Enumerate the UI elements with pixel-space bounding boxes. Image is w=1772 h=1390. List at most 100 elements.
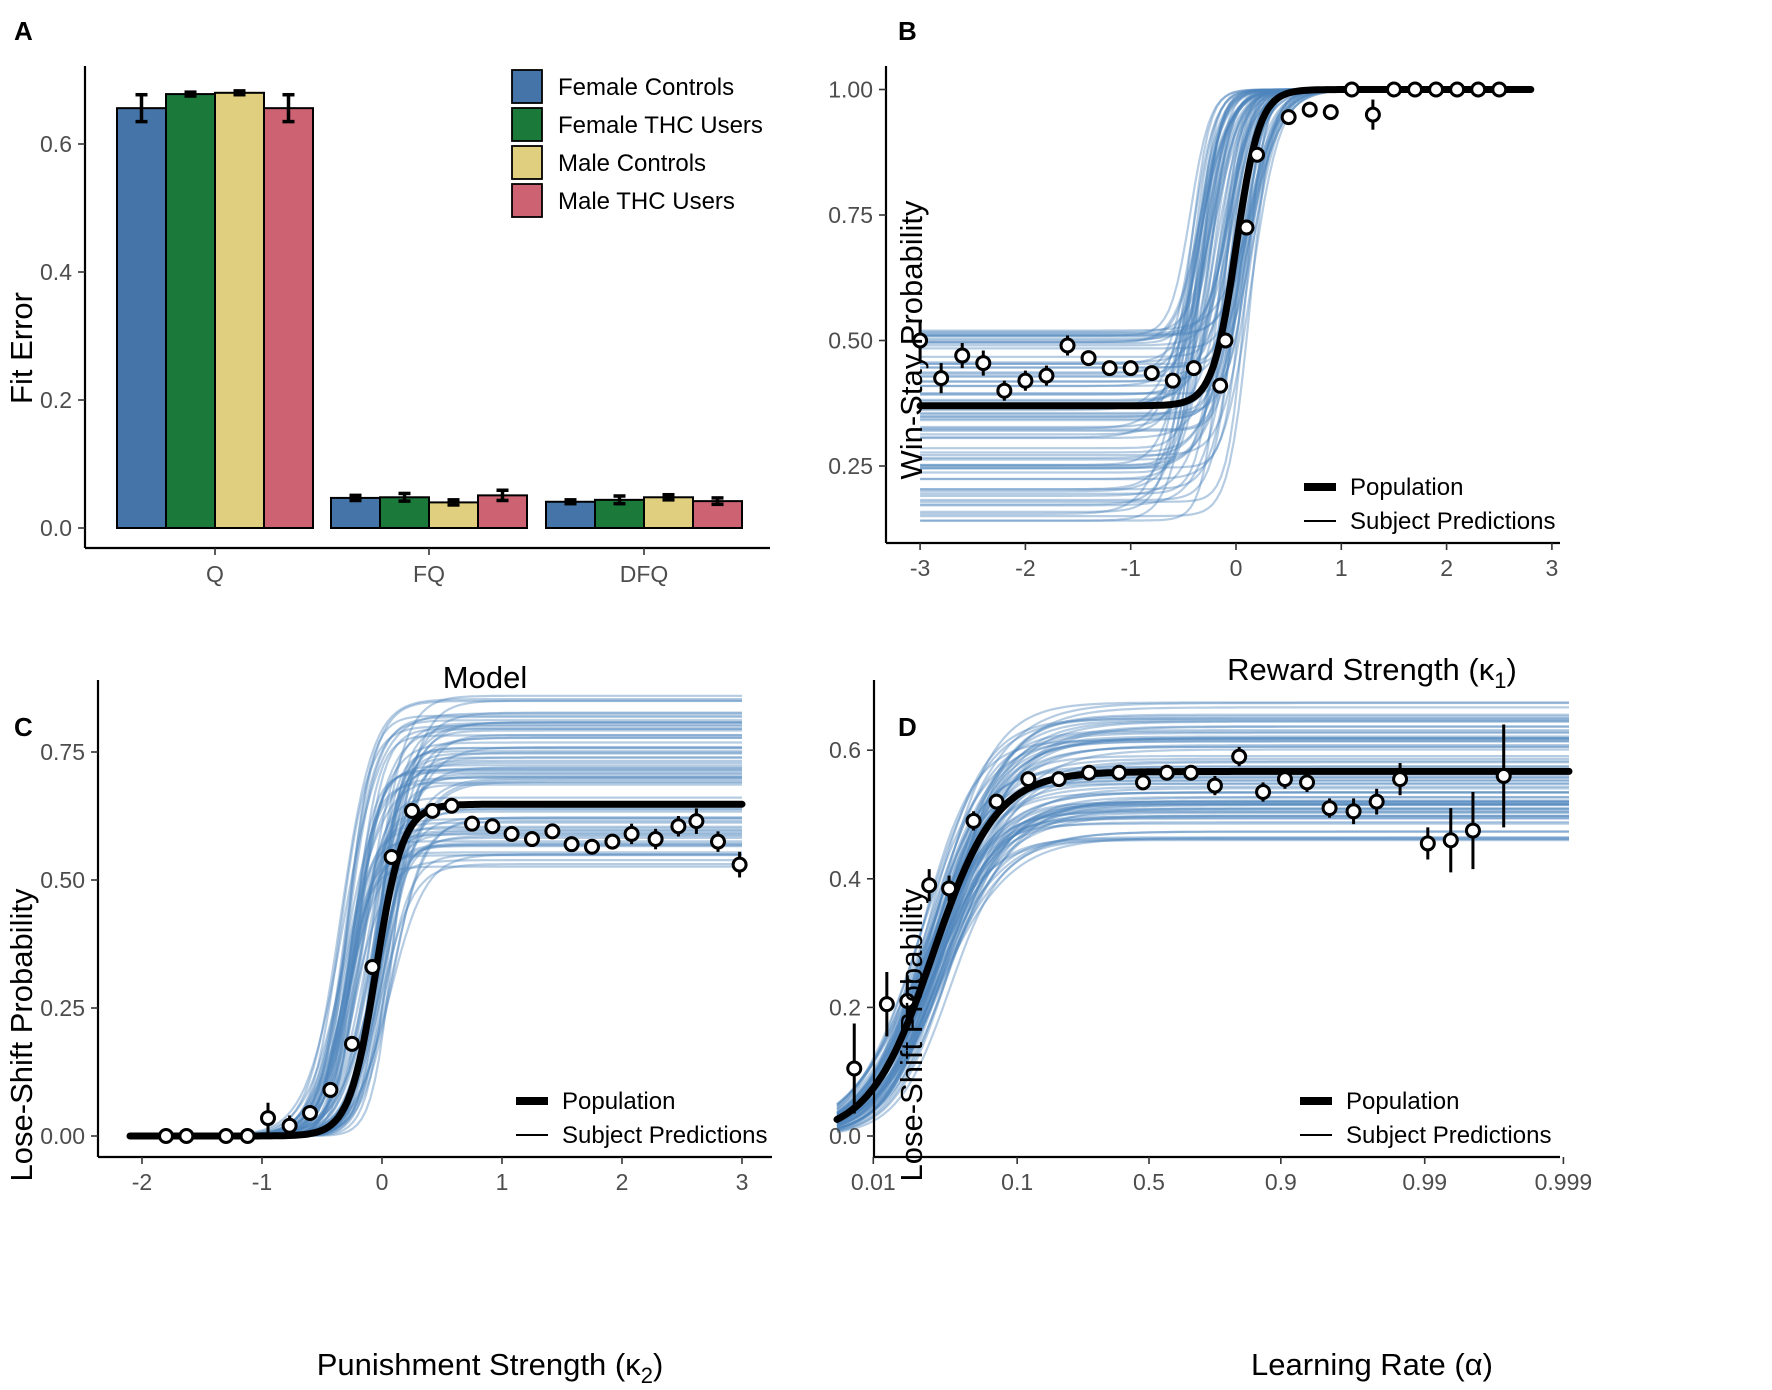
bar [263, 107, 314, 529]
legend: Population Subject Predictions [1300, 1088, 1551, 1149]
x-tick-label: 0.99 [1402, 1169, 1447, 1195]
subject-curve [836, 782, 1569, 1127]
x-axis-label: Reward Strength (κ1) [1227, 652, 1517, 693]
y-tick-label: 0.6 [829, 737, 861, 763]
subject-curve [836, 765, 1569, 1123]
panel-a: 0.00.20.40.6Q FQ DFQ Female ControlsFemale… [4, 66, 770, 695]
subject-curve [836, 779, 1569, 1123]
data-point [281, 1117, 298, 1134]
legend-label: Female Controls [558, 74, 734, 101]
subject-curve [836, 717, 1569, 1110]
data-point [1217, 332, 1234, 349]
data-point [544, 823, 561, 840]
subject-curve [836, 802, 1569, 1130]
x-tick-label: 1 [1335, 555, 1348, 581]
x-axis-label: Punishment Strength (κ2) [317, 1347, 664, 1388]
panel-label-b: B [898, 16, 917, 46]
data-point [1495, 767, 1512, 784]
subject-curve [130, 807, 742, 1138]
bar [643, 496, 694, 529]
data-point [1182, 764, 1199, 781]
subject-curve [836, 748, 1569, 1118]
x-tick-label: 0 [1230, 555, 1243, 581]
data-point [1491, 81, 1508, 98]
data-point [1470, 81, 1487, 98]
y-tick-label: 0.75 [828, 202, 873, 228]
data-point [988, 793, 1005, 810]
subject-curve [836, 816, 1569, 1124]
legend-label-population: Population [1350, 474, 1463, 501]
y-tick-label: 0.75 [40, 739, 85, 765]
data-point [1276, 771, 1293, 788]
data-point [1158, 764, 1175, 781]
data-point [424, 802, 441, 819]
x-axis-label-end: ) [653, 1347, 663, 1382]
subject-curve [836, 822, 1569, 1128]
data-point [1301, 101, 1318, 118]
data-point [1231, 748, 1248, 765]
bar [214, 91, 265, 530]
bar [165, 93, 216, 530]
data-point [933, 370, 950, 387]
x-tick-label: FQ [413, 561, 445, 587]
legend-label-subject: Subject Predictions [562, 1122, 767, 1149]
y-tick-label: 0.2 [40, 387, 72, 413]
data-point [178, 1128, 195, 1144]
legend: Population Subject Predictions [1304, 474, 1555, 535]
data-point [1428, 81, 1445, 98]
subject-curve [130, 727, 742, 1138]
subject-curve [836, 706, 1569, 1117]
data-point [688, 813, 705, 830]
subject-curve [836, 720, 1569, 1114]
subject-curve [836, 735, 1569, 1115]
legend: Female Controls Female THC Users Male Cont… [511, 69, 763, 218]
x-tick-label: -3 [910, 555, 930, 581]
subject-curve [836, 774, 1569, 1131]
subject-curve [836, 731, 1569, 1114]
panel-label-a: A [14, 16, 33, 46]
data-point [1212, 377, 1229, 394]
y-axis-label: Lose-Shift Probability [4, 888, 39, 1181]
data-point [996, 382, 1013, 399]
data-point [1185, 360, 1202, 377]
data-point [1449, 81, 1466, 98]
ticks: 0.0 0.2 0.4 0.6 Q FQ DFQ [40, 131, 668, 587]
y-axis-label: Fit Error [4, 292, 39, 404]
subject-curve [836, 830, 1569, 1120]
data-point [604, 833, 621, 850]
subject-curve [836, 795, 1569, 1130]
data-point [158, 1128, 174, 1144]
x-tick-label: 0.01 [851, 1169, 896, 1195]
legend-label: Female THC Users [558, 112, 763, 139]
subject-curve [836, 807, 1569, 1121]
y-tick-label: 0.25 [40, 995, 85, 1021]
legend-label-population: Population [1346, 1088, 1459, 1115]
x-tick-label: -2 [132, 1169, 152, 1195]
bar [330, 496, 381, 530]
subject-prediction-curves [130, 694, 742, 1138]
legend-label: Male Controls [558, 150, 706, 177]
subject-curve [836, 814, 1569, 1127]
subject-curve [836, 745, 1569, 1115]
y-tick-label: 0.0 [40, 515, 72, 541]
data-point [1020, 771, 1037, 788]
subject-curve [836, 776, 1569, 1124]
x-axis-label-subscript: 1 [1494, 668, 1506, 693]
subject-curve [836, 717, 1569, 1122]
data-point [1345, 803, 1362, 820]
legend-swatch [511, 183, 543, 218]
subject-curve [836, 737, 1569, 1108]
panel-d: 0.0 0.2 0.4 0.6 0.01 0.1 0.5 0.9 0.99 0.999 Popul… [829, 680, 1592, 1382]
subject-curve [836, 785, 1569, 1106]
y-tick-label: 0.4 [40, 259, 72, 285]
subject-curve [836, 804, 1569, 1123]
data-point [1280, 109, 1297, 126]
data-point [941, 880, 958, 897]
subject-curve [836, 719, 1569, 1121]
data-point [1249, 146, 1266, 163]
y-tick-label: 0.00 [40, 1123, 85, 1149]
data-point [1143, 365, 1160, 382]
data-point [364, 959, 381, 976]
bars-group [116, 89, 743, 530]
